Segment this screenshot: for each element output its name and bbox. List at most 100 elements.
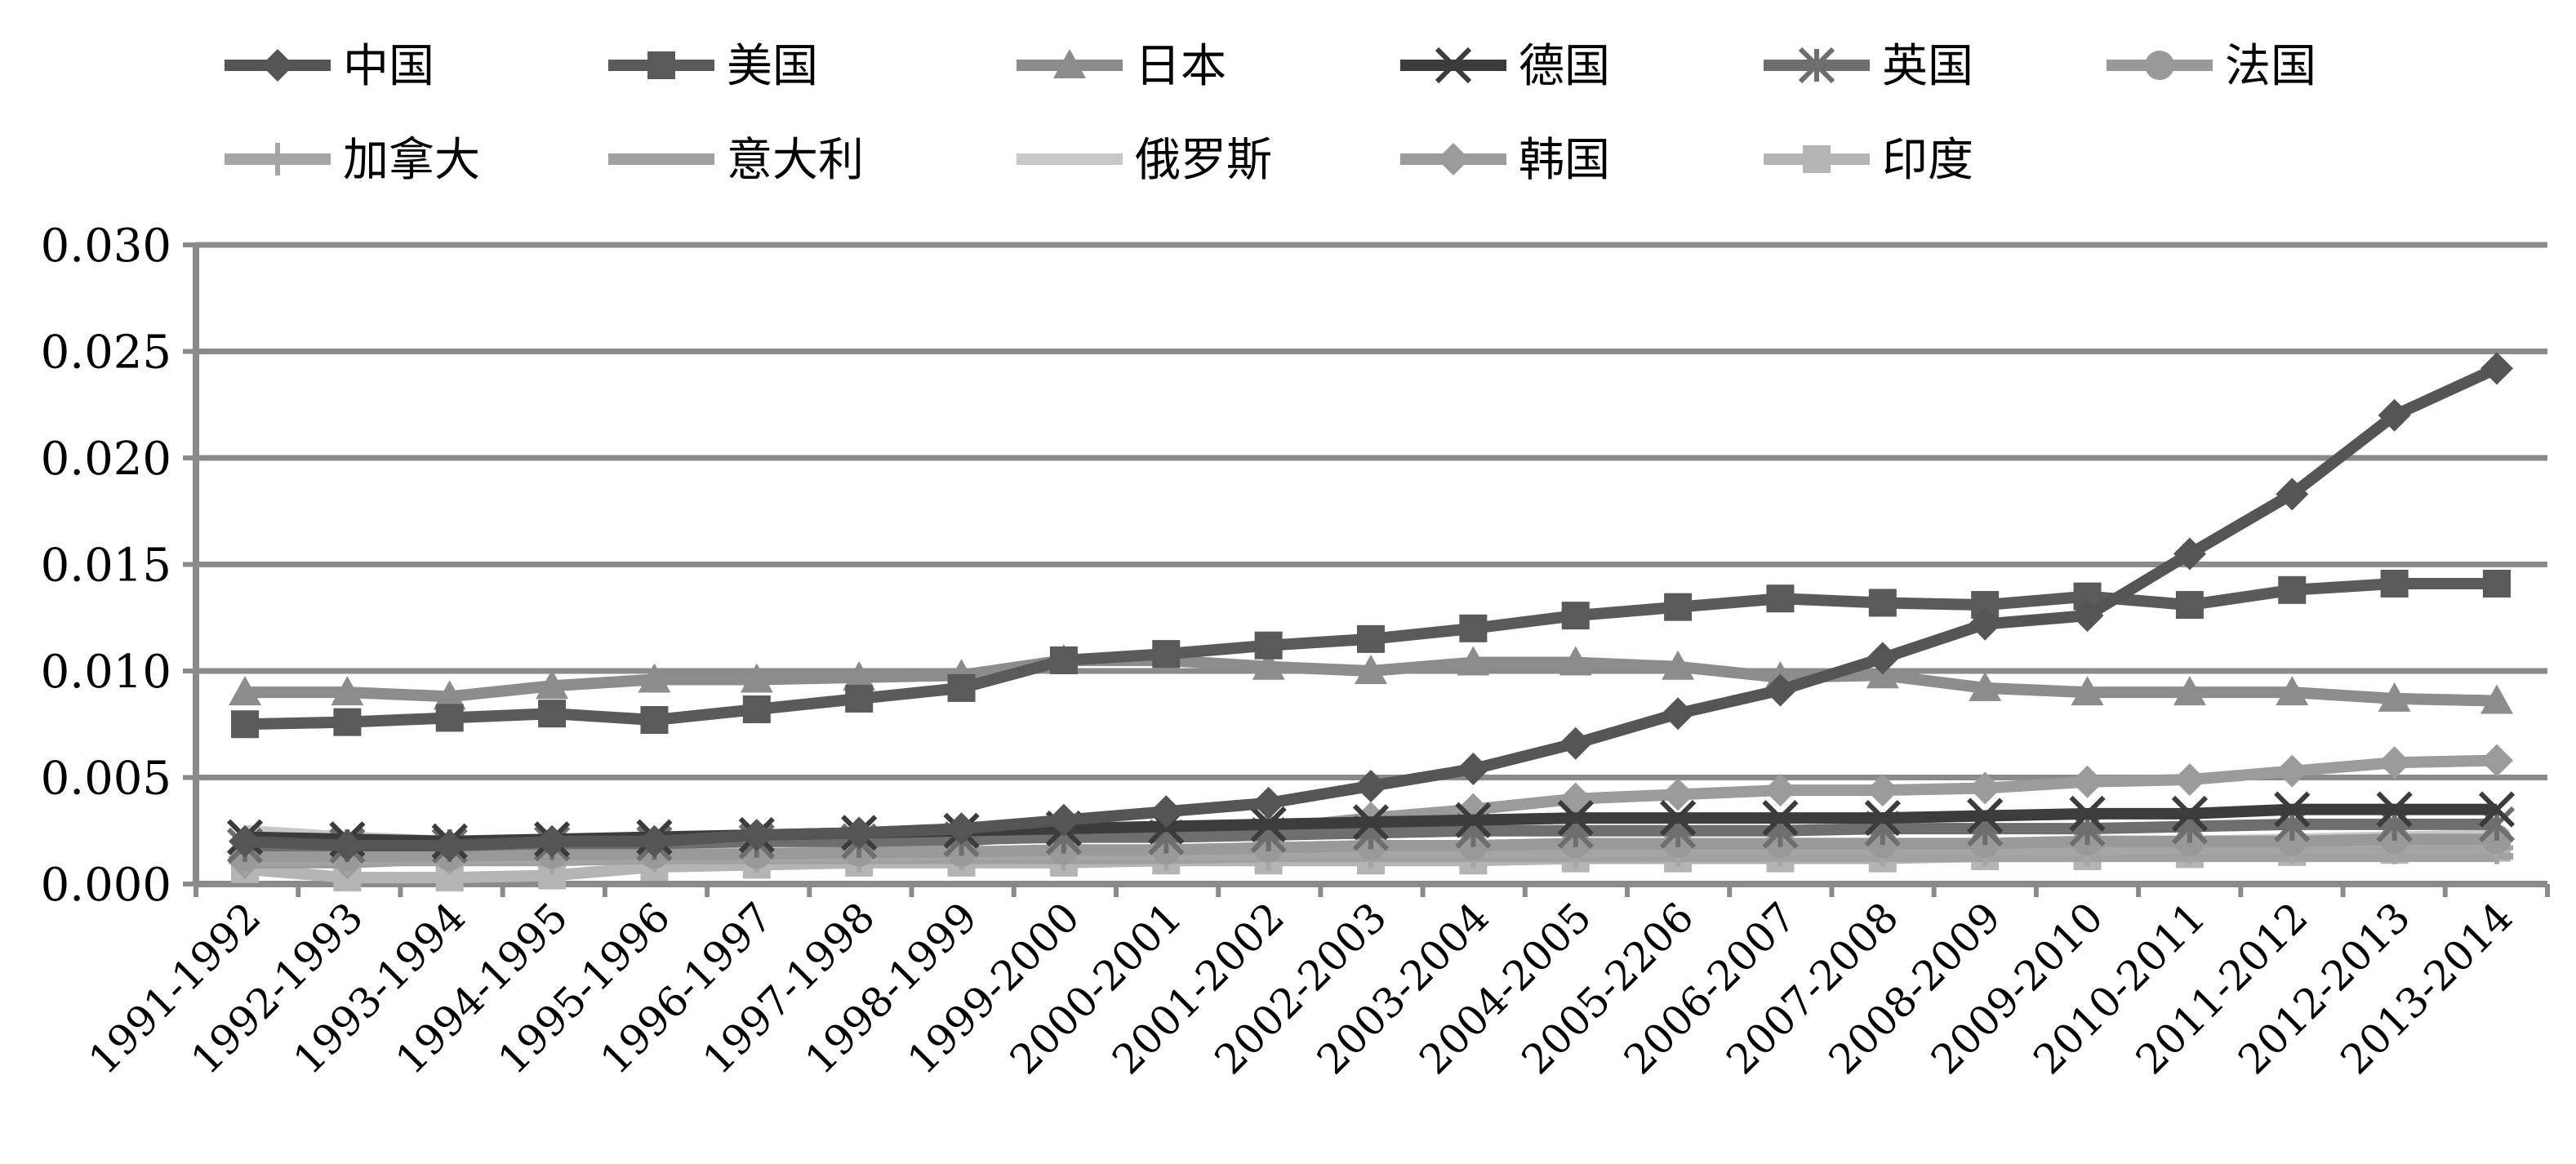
legend-marker: [645, 156, 678, 162]
data-point: [1662, 778, 1695, 811]
legend-item: 美国: [608, 40, 818, 93]
data-point: [1559, 726, 1592, 760]
legend-marker: [1435, 47, 1472, 84]
y-tick-label: 0.020: [41, 433, 171, 486]
legend-marker: [1053, 49, 1086, 78]
legend-marker: [261, 143, 294, 175]
data-point: [843, 660, 876, 691]
data-point: [2480, 684, 2513, 714]
data-point: [331, 829, 364, 863]
legend-label: 英国: [1882, 40, 1973, 93]
legend-item: 意大利: [608, 134, 864, 187]
series-line: [244, 577, 2497, 731]
data-point: [2173, 676, 2206, 706]
data-point: [1659, 799, 1697, 837]
data-point: [740, 818, 773, 851]
data-point: [1967, 797, 2004, 834]
data-point: [229, 676, 261, 706]
data-point: [640, 706, 669, 735]
data-point: [1457, 646, 1490, 676]
y-tick-label: 0.030: [41, 220, 171, 273]
data-point: [536, 824, 569, 858]
data-point: [1357, 624, 1385, 653]
data-point: [1864, 799, 1901, 837]
y-tick-label: 0.005: [41, 753, 171, 806]
data-point: [1664, 593, 1693, 621]
data-point: [945, 812, 978, 846]
data-point: [536, 669, 569, 700]
data-point: [1459, 614, 1488, 642]
data-point: [2069, 795, 2106, 832]
data-point: [845, 684, 874, 713]
data-point: [1561, 602, 1590, 630]
series-1: [231, 569, 2511, 739]
data-point: [2478, 791, 2516, 828]
data-point: [331, 676, 364, 706]
data-point: [638, 663, 671, 693]
data-point: [740, 663, 773, 693]
data-point: [1557, 799, 1594, 837]
data-point: [2378, 682, 2411, 712]
legend-item: 俄罗斯: [1017, 134, 1272, 187]
data-point: [2071, 765, 2104, 798]
data-point: [1764, 774, 1797, 807]
data-point: [2380, 569, 2409, 598]
data-point: [2276, 478, 2309, 511]
data-point: [2480, 744, 2513, 777]
legend-item: 加拿大: [225, 134, 480, 187]
legend-label: 加拿大: [343, 134, 480, 187]
data-point: [2276, 676, 2309, 706]
data-point: [947, 673, 976, 702]
data-point: [1969, 607, 2002, 641]
data-point: [1252, 650, 1285, 680]
data-point: [1764, 673, 1797, 707]
data-point: [1866, 774, 1899, 807]
legend-label: 韩国: [1519, 134, 1610, 187]
data-point: [433, 829, 466, 863]
legend-label: 中国: [343, 40, 434, 93]
data-point: [1455, 802, 1492, 838]
legend-marker: [1798, 47, 1835, 84]
legend-item: 日本: [1017, 40, 1226, 93]
legend-marker: [647, 51, 675, 79]
data-point: [1352, 804, 1390, 841]
data-point: [2480, 352, 2513, 385]
data-point: [843, 816, 876, 850]
data-point: [2071, 599, 2104, 633]
data-point: [742, 695, 771, 723]
data-point: [2173, 537, 2206, 571]
data-point: [1254, 631, 1283, 660]
data-point: [333, 708, 362, 736]
y-tick-label: 0.015: [41, 540, 171, 593]
data-point: [538, 700, 567, 728]
legend-item: 法国: [2107, 40, 2316, 93]
data-point: [1969, 671, 2002, 701]
legend-marker: [1437, 143, 1470, 175]
legend-marker: [261, 49, 294, 82]
data-point: [1047, 803, 1080, 837]
gridlines: [183, 242, 2547, 886]
data-point: [1152, 640, 1181, 669]
legend-label: 德国: [1519, 40, 1610, 93]
data-point: [2175, 591, 2204, 620]
data-point: [2378, 398, 2411, 432]
legend-label: 印度: [1882, 134, 1973, 187]
data-point: [1457, 753, 1490, 786]
data-point: [1766, 584, 1795, 613]
data-point: [1252, 786, 1285, 820]
legend-marker: [2145, 51, 2174, 80]
data-point: [2071, 676, 2104, 706]
y-tick-label: 0.025: [41, 327, 171, 380]
data-point: [2274, 791, 2311, 828]
data-point: [1049, 646, 1078, 674]
data-point: [435, 704, 464, 732]
data-point: [231, 710, 259, 739]
legend-label: 意大利: [727, 134, 864, 187]
y-tick-label: 0.010: [41, 646, 171, 699]
data-point: [1150, 795, 1183, 829]
data-point: [1250, 806, 1287, 843]
data-point: [2276, 754, 2309, 788]
